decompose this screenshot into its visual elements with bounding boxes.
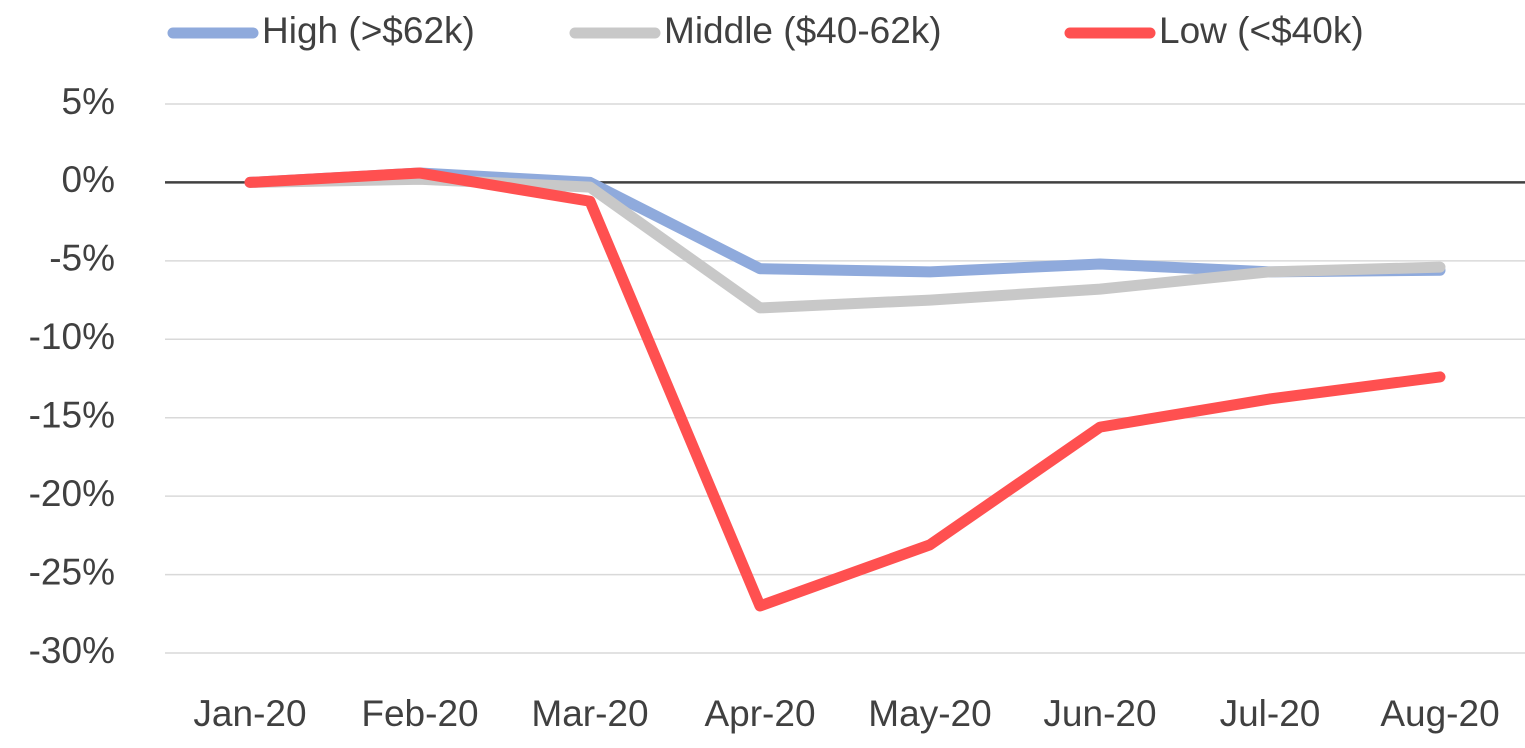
x-tick-label: Apr-20: [704, 693, 815, 734]
y-tick-label: -20%: [29, 473, 115, 514]
x-tick-label: Mar-20: [531, 693, 648, 734]
series-line: [244, 173, 1446, 314]
x-tick-label: Aug-20: [1380, 693, 1499, 734]
x-tick-label: Jan-20: [193, 693, 306, 734]
legend-label: High (>$62k): [262, 10, 475, 51]
series-line: [244, 167, 1446, 278]
y-tick-label: 0%: [62, 159, 115, 200]
y-tick-label: -5%: [49, 238, 115, 279]
series-line: [244, 167, 1446, 612]
y-tick-label: -30%: [29, 630, 115, 671]
y-tick-label: 5%: [62, 81, 115, 122]
legend-label: Low (<$40k): [1159, 10, 1364, 51]
x-tick-label: May-20: [868, 693, 991, 734]
legend-label: Middle ($40-62k): [664, 10, 942, 51]
y-tick-label: -25%: [29, 551, 115, 592]
y-tick-label: -10%: [29, 316, 115, 357]
x-tick-label: Jul-20: [1220, 693, 1321, 734]
x-tick-label: Feb-20: [361, 693, 478, 734]
x-tick-label: Jun-20: [1043, 693, 1156, 734]
y-tick-label: -15%: [29, 394, 115, 435]
